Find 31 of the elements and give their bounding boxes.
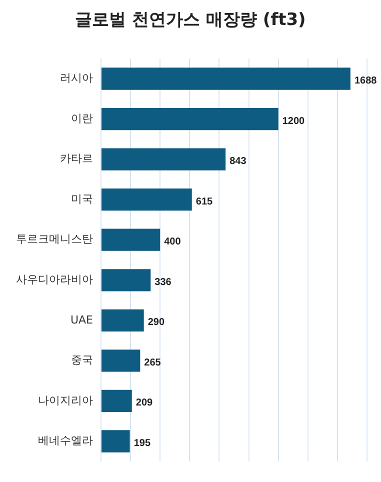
bar xyxy=(102,68,350,90)
data-label: 209 xyxy=(136,398,154,409)
bar xyxy=(102,350,140,372)
y-tick-label: 카타르 xyxy=(60,152,93,166)
bar xyxy=(102,108,278,130)
y-tick-label: UAE xyxy=(70,313,94,326)
data-label: 1200 xyxy=(282,116,306,127)
bar xyxy=(102,228,160,251)
data-label: 843 xyxy=(230,156,247,168)
data-label: 336 xyxy=(154,276,172,288)
data-label: 400 xyxy=(164,236,182,248)
y-tick-label: 미국 xyxy=(71,192,93,206)
bar xyxy=(102,430,130,452)
data-label: 615 xyxy=(196,196,214,208)
y-tick-label: 사우디아라비아 xyxy=(16,273,93,286)
data-label: 290 xyxy=(148,317,165,328)
y-tick-label: 베네수엘라 xyxy=(38,434,93,448)
data-label: 265 xyxy=(144,357,162,368)
y-tick-label: 중국 xyxy=(71,354,93,367)
bar xyxy=(102,269,151,292)
bar xyxy=(102,188,192,211)
bar xyxy=(102,148,226,170)
y-tick-label: 러시아 xyxy=(60,72,93,85)
data-label: 1688 xyxy=(354,75,378,86)
chart-title: 글로벌 천연가스 매장량 (ft3) xyxy=(74,9,307,31)
data-label: 195 xyxy=(134,438,151,450)
y-tick-label: 이란 xyxy=(71,112,93,125)
y-tick-label: 나이지리아 xyxy=(38,394,93,407)
bar xyxy=(102,309,144,332)
y-tick-label: 투르크메니스탄 xyxy=(16,232,93,246)
bar xyxy=(102,390,132,412)
